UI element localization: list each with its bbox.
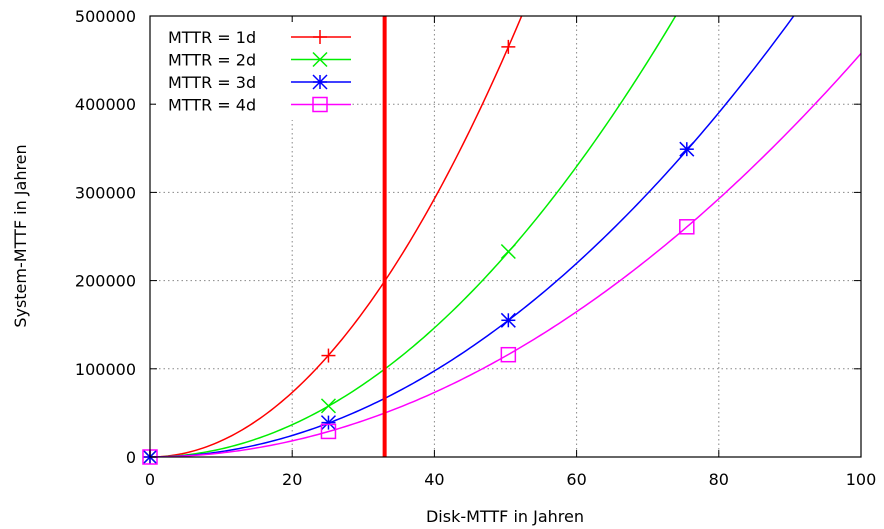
series-4-point-4 <box>679 219 695 235</box>
x-tick-label: 80 <box>709 470 729 489</box>
legend: MTTR = 1d MTTR = 2d MTTR = 3d MTTR = 4d <box>156 22 352 120</box>
plot-frame <box>149 15 862 458</box>
ticks: 0 20 40 60 80 100 0 100000 200000 300000 400000 500… <box>75 7 876 489</box>
series-line-1 <box>150 16 523 457</box>
legend-label-1: MTTR = 1d <box>168 28 256 47</box>
y-axis-label: System-MTTF in Jahren <box>11 144 30 327</box>
y-tick-label: 400000 <box>75 95 136 114</box>
y-tick-label: 100000 <box>75 360 136 379</box>
y-tick-label: 500000 <box>75 7 136 26</box>
x-tick-label: 0 <box>145 470 155 489</box>
legend-label-2: MTTR = 2d <box>168 51 256 70</box>
legend-label-4: MTTR = 4d <box>168 96 256 115</box>
series-2-point-2 <box>320 398 336 414</box>
series-2-point-3 <box>500 243 516 260</box>
x-tick-label: 100 <box>846 470 877 489</box>
x-tick-label: 60 <box>566 470 586 489</box>
series-4-point-2 <box>320 423 337 440</box>
series-line-4 <box>150 52 861 457</box>
legend-label-3: MTTR = 3d <box>168 73 256 92</box>
series-line-3 <box>150 16 795 457</box>
x-tick-label: 20 <box>282 470 302 489</box>
y-tick-label: 200000 <box>75 272 136 291</box>
series-line-2 <box>150 16 677 457</box>
grid <box>150 16 861 457</box>
series-3-point-4 <box>679 141 695 157</box>
legend-marker-2 <box>312 51 328 68</box>
x-axis-label: Disk-MTTF in Jahren <box>426 507 584 526</box>
y-tick-label: 300000 <box>75 183 136 202</box>
series-1-point-3 <box>501 39 516 54</box>
y-tick-label: 0 <box>126 448 136 467</box>
series-3-point-2 <box>320 415 336 431</box>
legend-marker-4 <box>312 96 328 113</box>
series-4-point-3 <box>500 346 517 363</box>
legend-marker-3 <box>312 74 328 90</box>
x-tick-label: 40 <box>424 470 444 489</box>
series-1-point-2 <box>321 348 336 363</box>
curves <box>150 16 861 457</box>
series-3-point-3 <box>500 312 516 328</box>
legend-marker-1 <box>313 30 327 44</box>
